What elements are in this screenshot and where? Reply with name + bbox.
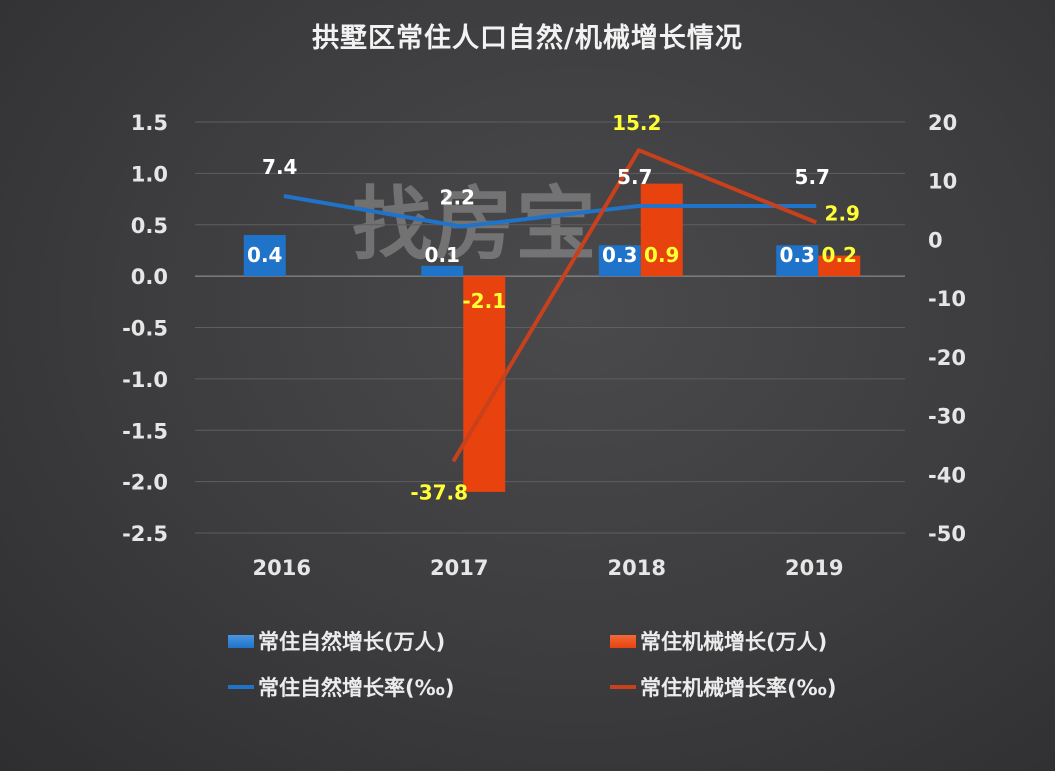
bar-natural-growth xyxy=(598,245,641,277)
legend-item-mechanical-rate: 常住机械增长率(‰) xyxy=(610,672,836,702)
data-label-natural-rate: 7.4 xyxy=(262,155,297,179)
right-axis-tick: 0 xyxy=(928,228,943,252)
left-axis-tick: -2.5 xyxy=(122,522,168,546)
line-mechanical-rate xyxy=(451,148,818,463)
right-axis-tick: -40 xyxy=(928,463,966,487)
data-label-mechanical-rate: 15.2 xyxy=(612,111,661,135)
legend-label: 常住自然增长率(‰) xyxy=(258,676,455,700)
left-axis-tick: -1.0 xyxy=(122,368,168,392)
bar-mechanical-growth xyxy=(818,255,861,277)
chart-title: 拱墅区常住人口自然/机械增长情况 xyxy=(312,23,743,54)
data-label-mechanical-growth: -2.1 xyxy=(462,289,506,313)
left-axis-tick: -1.5 xyxy=(122,419,168,443)
legend-item-natural-growth: 常住自然增长(万人) xyxy=(228,626,445,656)
legend-item-mechanical-growth: 常住机械增长(万人) xyxy=(610,626,827,656)
data-label-natural-rate: 5.7 xyxy=(795,165,830,189)
right-axis-tick: -10 xyxy=(928,287,966,311)
data-label-natural-growth: 0.3 xyxy=(602,243,637,267)
x-axis-tick: 2017 xyxy=(430,556,488,580)
legend-swatch-bar-icon xyxy=(610,634,636,648)
legend-label: 常住自然增长(万人) xyxy=(258,630,446,654)
legend-swatch-line-icon xyxy=(610,685,636,689)
legend-item-natural-rate: 常住自然增长率(‰) xyxy=(228,672,454,702)
left-axis-tick: -2.0 xyxy=(122,471,168,495)
data-label-mechanical-growth: 0.2 xyxy=(822,243,857,267)
data-label-natural-rate: 5.7 xyxy=(617,165,652,189)
left-axis-tick: -0.5 xyxy=(122,317,168,341)
right-axis-tick: -50 xyxy=(928,522,966,546)
data-label-natural-growth: 0.3 xyxy=(780,243,815,267)
left-axis-tick: 0.5 xyxy=(131,214,168,238)
bar-mechanical-growth xyxy=(640,183,683,277)
legend-swatch-bar-icon xyxy=(228,634,254,648)
x-axis-tick: 2018 xyxy=(608,556,666,580)
x-axis-tick: 2016 xyxy=(253,556,311,580)
data-label-mechanical-rate: -37.8 xyxy=(410,480,468,504)
legend-label: 常住机械增长率(‰) xyxy=(640,676,837,700)
bar-natural-growth xyxy=(776,245,819,277)
right-axis-tick: 20 xyxy=(928,111,957,135)
data-label-mechanical-rate: 2.9 xyxy=(825,201,860,225)
data-label-natural-growth: 0.4 xyxy=(247,243,282,267)
left-axis-tick: 1.5 xyxy=(131,111,168,135)
left-axis-tick: 1.0 xyxy=(131,162,168,186)
left-axis-tick: 0.0 xyxy=(131,265,168,289)
line-natural-rate xyxy=(283,194,817,229)
x-axis-tick: 2019 xyxy=(785,556,843,580)
right-axis-tick: -30 xyxy=(928,405,966,429)
bar-natural-growth xyxy=(243,235,286,277)
data-label-mechanical-growth: 0.9 xyxy=(644,243,679,267)
right-axis-tick: 10 xyxy=(928,170,957,194)
legend-swatch-line-icon xyxy=(228,685,254,689)
data-label-natural-growth: 0.1 xyxy=(425,243,460,267)
legend-label: 常住机械增长(万人) xyxy=(640,630,828,654)
right-axis-tick: -20 xyxy=(928,346,966,370)
bar-natural-growth xyxy=(421,265,464,277)
data-label-natural-rate: 2.2 xyxy=(440,186,475,210)
